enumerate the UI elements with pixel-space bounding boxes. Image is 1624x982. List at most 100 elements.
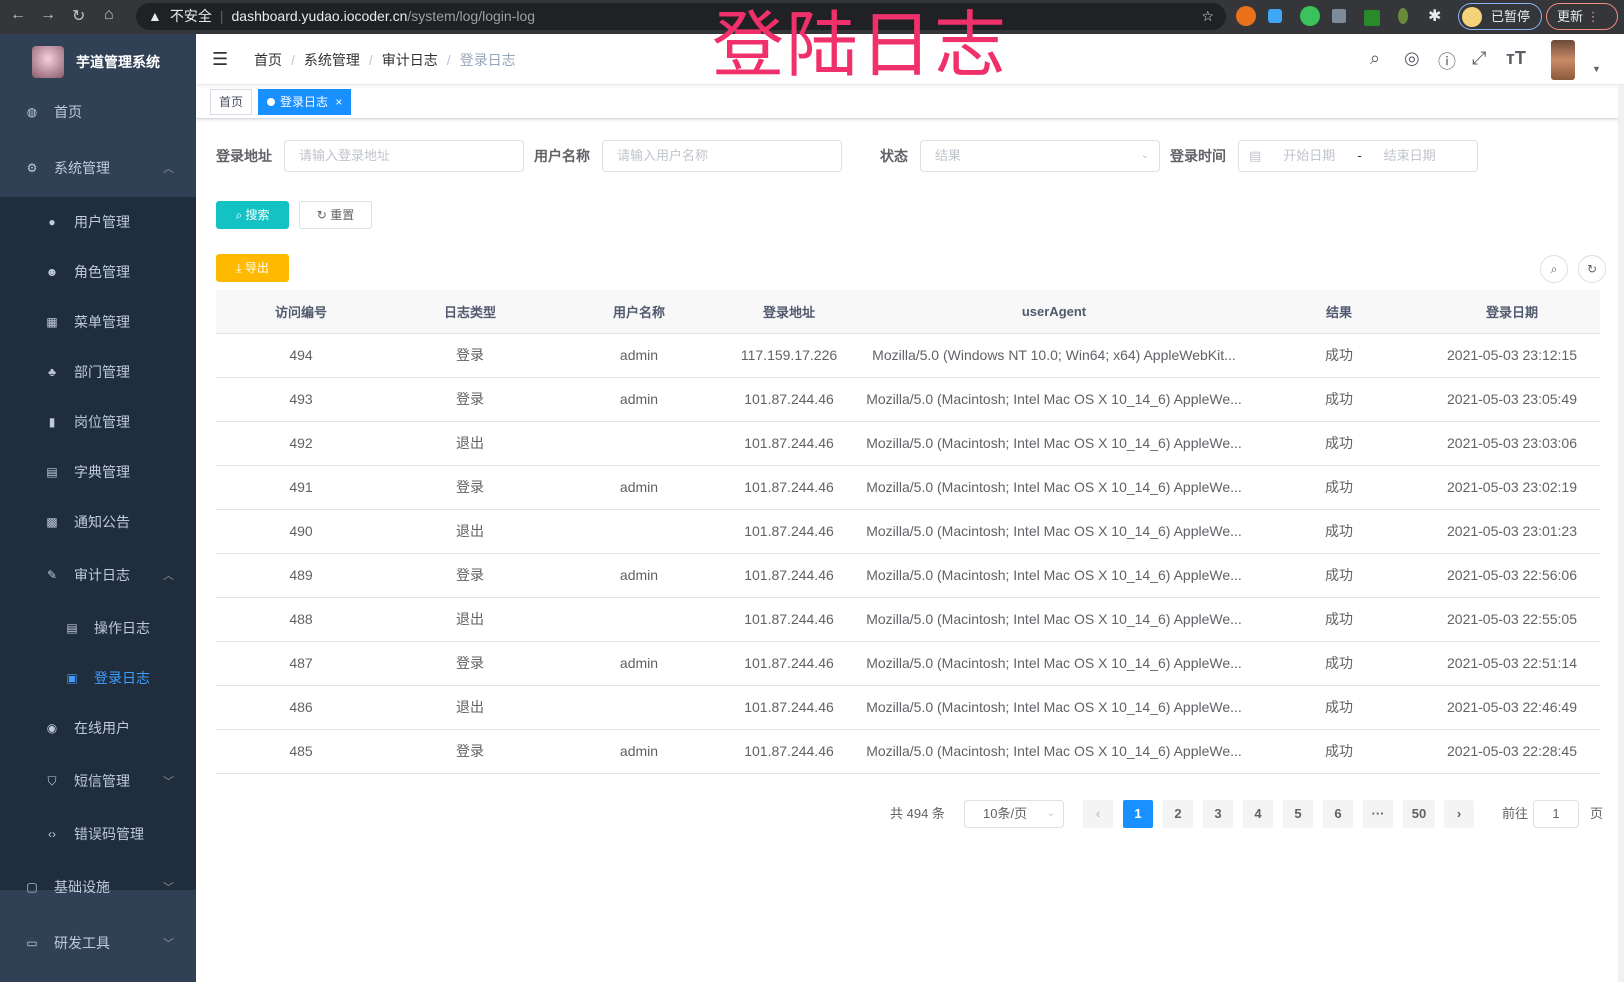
sidebar-item[interactable]: ♣ 部门管理 [0, 347, 196, 397]
table-cell [554, 421, 724, 466]
extensions-puzzle-icon[interactable]: ✱ [1428, 8, 1442, 25]
table-cell: 492 [216, 421, 386, 466]
close-icon[interactable]: × [335, 95, 343, 109]
end-date[interactable]: 结束日期 [1383, 148, 1436, 163]
table-cell: 登录 [386, 333, 554, 378]
table-cell: Mozilla/5.0 (Macintosh; Intel Mac OS X 1… [854, 685, 1254, 730]
refresh-button[interactable]: ↻ [1578, 255, 1606, 283]
next-page-button[interactable]: › [1444, 800, 1474, 828]
table-row[interactable]: 489 登录 admin 101.87.244.46 Mozilla/5.0 (Maci… [216, 553, 1600, 598]
refresh-icon: ↻ [316, 208, 327, 222]
reload-icon[interactable]: ↻ [72, 8, 86, 25]
table-row[interactable]: 491 登录 admin 101.87.244.46 Mozilla/5.0 (Maci… [216, 465, 1600, 510]
page-button[interactable]: 5 [1283, 800, 1313, 828]
table-row[interactable]: 486 退出 101.87.244.46 Mozilla/5.0 (Macintosh… [216, 685, 1600, 730]
extension-icon[interactable] [1332, 9, 1346, 23]
sidebar-item-label: 研发工具 [54, 935, 110, 951]
sidebar-item[interactable]: ▮ 岗位管理 [0, 397, 196, 447]
page-button[interactable]: 50 [1403, 800, 1435, 828]
table-cell: 退出 [386, 597, 554, 642]
table-row[interactable]: 488 退出 101.87.244.46 Mozilla/5.0 (Macintosh… [216, 597, 1600, 642]
sidebar-item[interactable]: ‹› 错误码管理 [0, 809, 196, 859]
sidebar-item[interactable]: ◉ 在线用户 [0, 703, 196, 753]
question-icon[interactable]: ⓘ [1438, 52, 1456, 72]
page-button[interactable]: 4 [1243, 800, 1273, 828]
fullscreen-icon[interactable]: ⤢ [1472, 48, 1487, 68]
reset-label: 重置 [330, 208, 355, 222]
address-input[interactable]: 请输入登录地址 [284, 140, 524, 172]
sidebar-item[interactable]: ☻ 角色管理 [0, 247, 196, 297]
table-cell: Mozilla/5.0 (Macintosh; Intel Mac OS X 1… [854, 421, 1254, 466]
column-header: 访问编号 [216, 290, 386, 334]
sidebar-item[interactable]: ◍ 首页 [0, 87, 196, 137]
sidebar-item[interactable]: ▦ 菜单管理 [0, 297, 196, 347]
sidebar-item[interactable]: ▤ 字典管理 [0, 447, 196, 497]
home-icon[interactable]: ⌂ [104, 6, 114, 23]
table-cell: 2021-05-03 23:05:49 [1424, 377, 1600, 422]
forward-icon[interactable]: → [40, 6, 56, 23]
page-button[interactable]: 3 [1203, 800, 1233, 828]
search-button[interactable]: ⌕ 搜索 [216, 201, 289, 229]
extension-icon[interactable] [1398, 8, 1408, 24]
sidebar-item[interactable]: ● 用户管理 [0, 197, 196, 247]
breadcrumb-item[interactable]: 首页 [254, 52, 282, 68]
table-cell: 101.87.244.46 [724, 377, 854, 422]
sidebar-item[interactable]: ▢ 基础设施 ﹀ [0, 862, 196, 912]
sidebar-item[interactable]: ⚙ 系统管理 ︿ [0, 143, 196, 193]
table-row[interactable]: 493 登录 admin 101.87.244.46 Mozilla/5.0 (Maci… [216, 377, 1600, 422]
page-button[interactable]: 6 [1323, 800, 1353, 828]
sidebar-item-label: 角色管理 [74, 264, 130, 280]
username-input[interactable]: 请输入用户名称 [602, 140, 842, 172]
page-button[interactable]: 2 [1163, 800, 1193, 828]
table-row[interactable]: 487 登录 admin 101.87.244.46 Mozilla/5.0 (Maci… [216, 641, 1600, 686]
extension-icon[interactable] [1300, 6, 1320, 26]
user-avatar[interactable] [1551, 40, 1575, 80]
table-row[interactable]: 494 登录 admin 117.159.17.226 Mozilla/5.0 (Win… [216, 333, 1600, 378]
profile-button[interactable]: 已暂停 [1458, 3, 1542, 30]
page-size-select[interactable]: 10条/页 ⌄ [964, 800, 1064, 828]
update-button[interactable]: 更新 ⋮ [1546, 3, 1618, 30]
toggle-search-button[interactable]: ⌕ [1540, 255, 1568, 283]
table-cell [554, 509, 724, 554]
extension-icon[interactable] [1268, 9, 1282, 23]
range-separator: - [1357, 148, 1362, 163]
sidebar-item[interactable]: ✎ 审计日志 ︿ [0, 550, 196, 600]
table-row[interactable]: 492 退出 101.87.244.46 Mozilla/5.0 (Macintosh… [216, 421, 1600, 466]
table-cell: 登录 [386, 729, 554, 774]
start-date[interactable]: 开始日期 [1283, 148, 1336, 163]
extension-icon[interactable] [1236, 6, 1256, 26]
goto-page-input[interactable]: 1 [1533, 800, 1579, 828]
table-row[interactable]: 490 退出 101.87.244.46 Mozilla/5.0 (Macintosh… [216, 509, 1600, 554]
sidebar-logo[interactable]: 芋道管理系统 [0, 34, 196, 90]
font-size-icon[interactable]: ᴛT [1506, 48, 1526, 68]
hamburger-icon[interactable]: ☰ [212, 49, 229, 69]
scrollbar[interactable] [1618, 85, 1624, 982]
reset-button[interactable]: ↻ 重置 [299, 201, 372, 229]
search-icon[interactable]: ⌕ [1370, 48, 1381, 68]
github-icon[interactable]: ◎ [1404, 48, 1420, 68]
sidebar-item[interactable]: ▤ 操作日志 [0, 603, 196, 653]
chevron-up-icon: ︿ [163, 570, 174, 582]
bookmark-star-icon[interactable]: ☆ [1201, 8, 1214, 24]
sidebar-item-label: 字典管理 [74, 464, 130, 480]
tag-login-log[interactable]: 登录日志 × [258, 89, 352, 115]
tag-home[interactable]: 首页 [210, 89, 253, 115]
table-cell: 登录 [386, 465, 554, 510]
prev-page-button[interactable]: ‹ [1083, 800, 1113, 828]
caret-down-icon[interactable]: ▼ [1592, 64, 1601, 74]
export-button[interactable]: ⤓ 导出 [216, 254, 289, 282]
sidebar-item[interactable]: ▭ 研发工具 ﹀ [0, 918, 196, 968]
back-icon[interactable]: ← [10, 6, 26, 23]
table-row[interactable]: 485 登录 admin 101.87.244.46 Mozilla/5.0 (Maci… [216, 729, 1600, 774]
date-range-picker[interactable]: ▤ 开始日期 - 结束日期 [1238, 140, 1478, 172]
page-button[interactable]: ··· [1363, 800, 1393, 828]
status-select[interactable]: 结果 ⌄ [920, 140, 1160, 172]
sidebar-item[interactable]: ⛉ 短信管理 ﹀ [0, 756, 196, 806]
page-button[interactable]: 1 [1123, 800, 1153, 828]
sidebar-item[interactable]: ▣ 登录日志 [0, 653, 196, 703]
address-bar[interactable]: ▲ 不安全 | dashboard.yudao.iocoder.cn/system/l… [136, 3, 1226, 30]
table-cell: admin [554, 729, 724, 774]
search-label: 搜索 [245, 208, 270, 222]
extension-icon[interactable] [1364, 10, 1380, 26]
sidebar-item[interactable]: ▩ 通知公告 [0, 497, 196, 547]
